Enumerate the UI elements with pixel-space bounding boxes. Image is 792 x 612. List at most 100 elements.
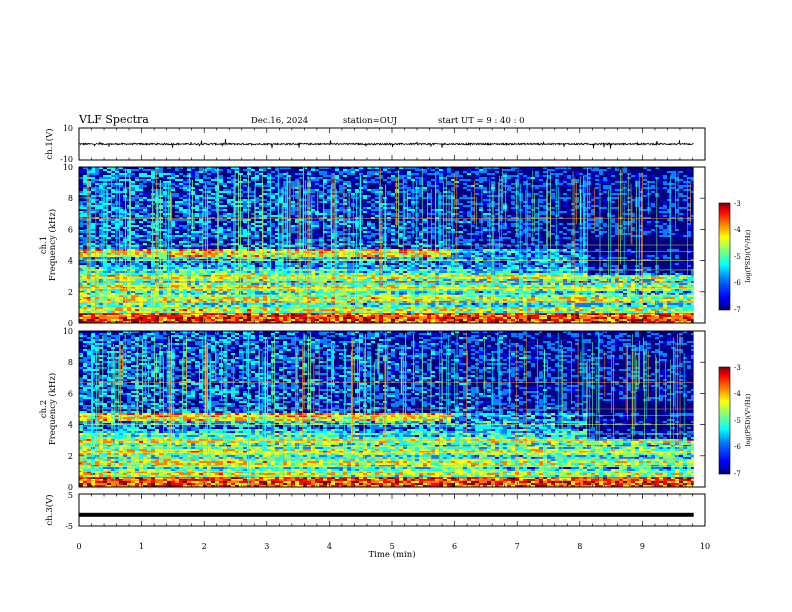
spectrogram-cell — [267, 301, 271, 303]
spectrogram-cell — [379, 271, 383, 273]
spectrogram-cell — [323, 273, 327, 275]
spectrogram-cell — [123, 279, 127, 281]
spectrogram-cell — [391, 313, 395, 315]
spectrogram-cell — [335, 261, 339, 263]
spectrogram-cell — [387, 301, 391, 303]
spectrogram-cell — [203, 261, 207, 263]
spectrogram-cell — [91, 253, 95, 255]
spectrogram-cell — [207, 173, 211, 175]
spectrogram-cell — [203, 279, 207, 281]
spectrogram-cell — [391, 297, 395, 299]
spectrogram-cell — [243, 307, 247, 309]
spectrogram-cell — [175, 179, 179, 181]
spectrogram-cell — [335, 317, 339, 319]
spectrogram-cell — [251, 201, 255, 203]
spectrogram-cell — [131, 221, 135, 223]
spectrogram-cell — [159, 171, 163, 173]
spectrogram-cell — [263, 277, 267, 279]
spectrogram-cell — [195, 197, 199, 199]
spectrogram-cell — [371, 253, 375, 255]
spectrogram-cell — [371, 243, 375, 245]
spectrogram-cell — [287, 299, 291, 301]
spectrogram-cell — [191, 313, 195, 315]
spectrogram-cell — [111, 303, 115, 305]
spectrogram-cell — [355, 175, 359, 177]
spectrogram-cell — [267, 261, 271, 263]
spectrogram-cell — [291, 303, 295, 305]
spectrogram-cell — [135, 225, 139, 227]
spectrogram-cell — [363, 227, 367, 229]
spectrogram-cell — [359, 309, 363, 311]
spectrogram-cell — [195, 299, 199, 301]
spectrogram-cell — [263, 301, 267, 303]
spectrogram-cell — [359, 273, 363, 275]
spectrogram-cell — [367, 261, 371, 263]
spectrogram-cell — [123, 277, 127, 279]
spectrogram-cell — [183, 267, 187, 269]
spectrogram-cell — [275, 249, 279, 251]
spectrogram-cell — [231, 273, 235, 275]
spectrogram-cell — [191, 173, 195, 175]
spectrogram-cell — [139, 235, 143, 237]
spectrogram-cell — [355, 167, 359, 169]
spectrogram-cell — [247, 233, 251, 235]
spectrogram-cell — [191, 319, 195, 321]
spectrogram-cell — [231, 299, 235, 301]
spectrogram-cell — [147, 217, 151, 219]
spectrogram-cell — [219, 287, 223, 289]
spectrogram-cell — [103, 295, 107, 297]
spectrogram-cell — [111, 189, 115, 191]
spectrogram-cell — [327, 267, 331, 269]
spectrogram-cell — [99, 267, 103, 269]
spectrogram-cell — [319, 173, 323, 175]
spectrogram-cell — [211, 263, 215, 265]
spectrogram-cell — [243, 311, 247, 313]
spectrogram-cell — [143, 321, 147, 323]
spectrogram-cell — [271, 311, 275, 313]
spectrogram-cell — [227, 299, 231, 301]
spectrogram-cell — [383, 171, 387, 173]
spectrogram-cell — [147, 287, 151, 289]
spectrogram-cell — [335, 179, 339, 181]
spectrogram-cell — [219, 195, 223, 197]
spectrogram-cell — [259, 311, 263, 313]
spectrogram-cell — [239, 213, 243, 215]
spectrogram-cell — [367, 239, 371, 241]
spectrogram-cell — [139, 271, 143, 273]
spectrogram-cell — [247, 167, 251, 169]
spectrogram-cell — [207, 291, 211, 293]
spectrogram-cell — [143, 297, 147, 299]
spectrogram-cell — [155, 317, 159, 319]
spectrogram-cell — [111, 305, 115, 307]
spectrogram-cell — [223, 211, 227, 213]
spectrogram-cell — [247, 247, 251, 249]
spectrogram-cell — [119, 173, 123, 175]
spectrogram-cell — [207, 243, 211, 245]
spectrogram-cell — [371, 317, 375, 319]
spectrogram-cell — [175, 287, 179, 289]
spectrogram-cell — [111, 209, 115, 211]
spectrogram-cell — [147, 231, 151, 233]
spectrogram-cell — [339, 289, 343, 291]
spectrogram-cell — [355, 307, 359, 309]
spectrogram-cell — [163, 295, 167, 297]
spectrogram-cell — [163, 253, 167, 255]
spectrogram-cell — [295, 321, 299, 323]
spectrogram-cell — [343, 229, 347, 231]
spectrogram-cell — [319, 313, 323, 315]
spectrogram-cell — [255, 277, 259, 279]
spectrogram-cell — [91, 201, 95, 203]
spectrogram-cell — [127, 253, 131, 255]
spectrogram-cell — [207, 315, 211, 317]
spectrogram-cell — [211, 179, 215, 181]
spectrogram-cell — [331, 277, 335, 279]
spectrogram-cell — [275, 195, 279, 197]
spectrogram-cell — [183, 319, 187, 321]
spectrogram-cell — [135, 291, 139, 293]
spectrogram-cell — [219, 303, 223, 305]
spectrogram-cell — [279, 265, 283, 267]
spectrogram-cell — [315, 181, 319, 183]
spectrogram-cell — [123, 259, 127, 261]
spectrogram-cell — [111, 207, 115, 209]
spectrogram-cell — [119, 319, 123, 321]
